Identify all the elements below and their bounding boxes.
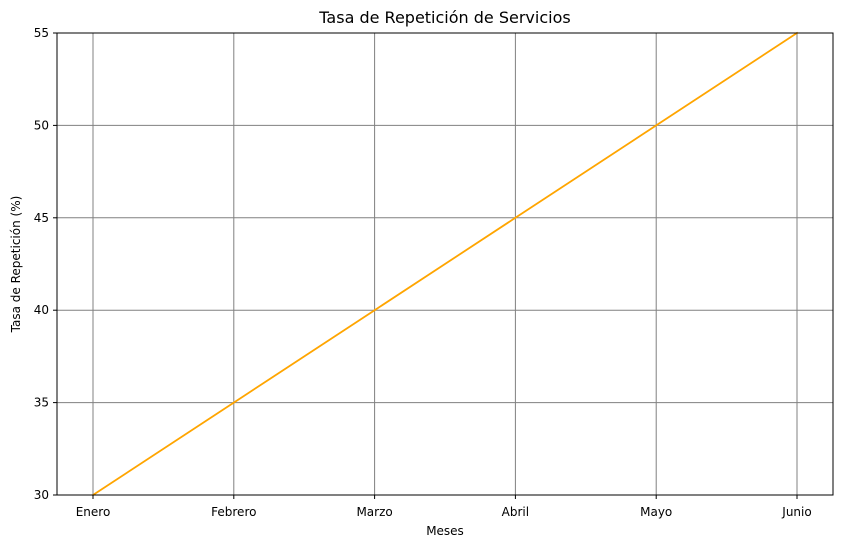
x-tick-label: Abril [502, 505, 529, 519]
x-tick-label: Enero [76, 505, 111, 519]
series-line [91, 31, 799, 497]
y-axis-title: Tasa de Repetición (%) [9, 196, 23, 334]
chart-title: Tasa de Repetición de Servicios [318, 8, 570, 27]
data-point [514, 216, 517, 219]
y-tick-label: 30 [34, 488, 49, 502]
y-tick-label: 55 [34, 26, 49, 40]
data-point [232, 401, 235, 404]
data-point [373, 309, 376, 312]
x-tick-label: Marzo [356, 505, 392, 519]
axes: Enero Febrero Marzo Abril Mayo Junio 30 35 40 45 5… [34, 26, 812, 519]
plot-frame [56, 32, 834, 496]
y-tick-label: 35 [34, 396, 49, 410]
x-tick-label: Febrero [211, 505, 256, 519]
y-tick-label: 50 [34, 118, 49, 132]
x-axis-title: Meses [426, 524, 464, 538]
x-tick-label: Mayo [640, 505, 672, 519]
x-tick-label: Junio [781, 505, 811, 519]
data-point [655, 124, 658, 127]
y-tick-label: 40 [34, 303, 49, 317]
y-tick-label: 45 [34, 211, 49, 225]
